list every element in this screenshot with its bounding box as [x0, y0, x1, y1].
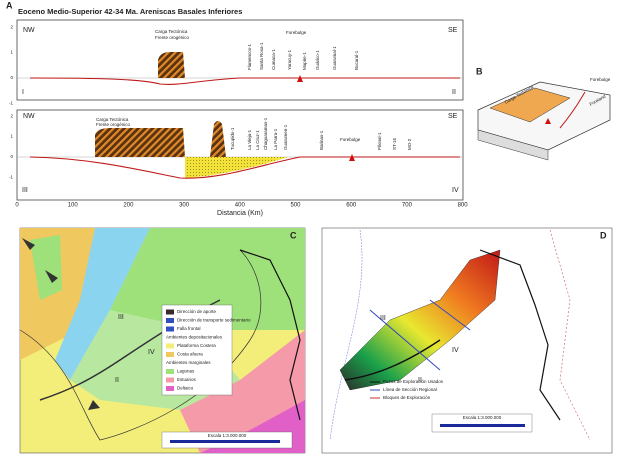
- y-tick-label: 1: [10, 50, 13, 55]
- x-tick-label: 500: [290, 203, 301, 209]
- x-tick-label: 100: [68, 203, 79, 209]
- scale: Escala 1:3.000.000: [208, 433, 247, 438]
- section-2: NW SE III IV Carga Tectónica Frente orog…: [16, 109, 464, 201]
- panel-label: C: [290, 230, 297, 240]
- legend-swatch: [166, 318, 174, 323]
- legend-label: Dirección de transporte sedimentario: [177, 318, 251, 323]
- x-tick-label: 400: [235, 203, 246, 209]
- panel-title: Eoceno Medio-Superior 42-34 Ma. Arenisca…: [18, 7, 242, 16]
- well-label: Flamencos-1: [247, 43, 252, 70]
- section-label: II: [115, 377, 119, 384]
- orientation: SE: [448, 27, 458, 34]
- x-tick-label: 200: [123, 203, 134, 209]
- well-label: Yaracuy-1: [287, 49, 292, 70]
- x-tick-label: 300: [179, 203, 190, 209]
- axis-label: Distancia (Km): [217, 210, 263, 217]
- well-label: Santa Rosa-1: [259, 42, 264, 70]
- section-end: I: [22, 89, 24, 96]
- legend-swatch: [166, 343, 174, 349]
- well-label: MO-2: [407, 138, 412, 150]
- x-tick-label: 0: [15, 203, 19, 209]
- legend-label: Lagunas: [177, 369, 195, 374]
- section-end: IV: [452, 187, 459, 194]
- legend-swatch: [166, 309, 174, 315]
- panel-label: D: [600, 230, 607, 240]
- y-tick-label: 0: [10, 75, 13, 80]
- legend-label: Ambientes marginales: [166, 360, 211, 365]
- legend-label: Deltaico: [177, 386, 194, 391]
- legend-label: Bloques de Exploración: [383, 395, 431, 400]
- y-tick-label: -1: [9, 175, 13, 180]
- orientation: NW: [23, 27, 35, 34]
- legend-swatch: [166, 352, 174, 357]
- well-label: Guárico-1: [315, 50, 320, 70]
- annotation: Forebulge: [340, 137, 361, 142]
- y-tick-label: 1: [10, 134, 13, 139]
- section-label: IV: [452, 347, 459, 354]
- section-1: NW SE I II Carga Tectónica Frente orogén…: [16, 19, 464, 101]
- annotation: Forebulge: [590, 77, 611, 82]
- y-tick-label: 2: [10, 24, 13, 29]
- section-end: III: [22, 187, 28, 194]
- scale: Escala 1:3.000.000: [463, 415, 502, 420]
- well-label: Guarumal-1: [332, 46, 337, 70]
- well-label: La Cruz-1: [255, 130, 260, 150]
- panel-label: A: [6, 0, 13, 10]
- legend-swatch: [166, 386, 174, 391]
- annotation: Carga Tectónica: [155, 29, 188, 34]
- annotation: Carga Tectónica: [96, 117, 129, 122]
- section-end: II: [452, 89, 456, 96]
- panel-b: B Forebulge Carga Tectónica Foreland: [476, 66, 611, 161]
- annotation: Forebulge: [286, 30, 307, 35]
- x-tick-label: 700: [402, 203, 413, 209]
- legend-label: Falla frontal: [177, 326, 201, 331]
- section-label: II: [418, 377, 422, 384]
- well-label: Barinas-1: [319, 130, 324, 150]
- panel-c: Dirección de aporte Dirección de transpor…: [19, 227, 306, 454]
- annotation: Frente orogénico: [155, 35, 190, 40]
- legend-label: Plataforma Costera: [177, 343, 216, 348]
- well-label: Cumaca-1: [271, 49, 276, 70]
- well-label: Guarumen-1: [283, 124, 288, 150]
- well-label: Chaguaramas-1: [263, 117, 268, 150]
- legend-label: Pozos de Exploración Usados: [383, 379, 444, 384]
- well-label: Mapire-1: [302, 52, 307, 70]
- y-tick-label: 0: [10, 154, 13, 159]
- legend-label: Dirección de aporte: [177, 309, 217, 314]
- legend-label: Ambientes depositacionales: [166, 335, 223, 340]
- legend-swatch: [166, 377, 174, 383]
- x-tick-label: 800: [458, 203, 469, 209]
- well-label: La Parra-1: [273, 128, 278, 150]
- well-label: Bucaral-1: [354, 50, 359, 70]
- legend-label: Costa afuera: [177, 352, 203, 357]
- well-label: Pilonal-1: [377, 132, 382, 150]
- panel-d: Escala 1:3.000.000 Pozos de Exploración …: [321, 227, 613, 454]
- legend-label: Línea de Sección Regional: [383, 387, 437, 392]
- legend-swatch: [166, 326, 174, 332]
- section-label: IV: [148, 349, 155, 356]
- well-label: ST-16: [392, 137, 397, 150]
- orientation: SE: [448, 113, 458, 120]
- y-tick-label: 2: [10, 113, 13, 118]
- well-label: La Vieja-1: [247, 129, 252, 150]
- well-label: Tucupido-1: [230, 127, 235, 150]
- orientation: NW: [23, 113, 35, 120]
- y-tick-label: -1: [9, 101, 13, 106]
- annotation: Frente orogénico: [96, 122, 131, 127]
- panel-label: B: [476, 66, 483, 76]
- section-label: III: [380, 315, 386, 322]
- legend-swatch: [166, 369, 174, 374]
- legend-label: Estuarios: [177, 377, 197, 382]
- x-tick-label: 600: [346, 203, 357, 209]
- section-label: III: [118, 314, 124, 321]
